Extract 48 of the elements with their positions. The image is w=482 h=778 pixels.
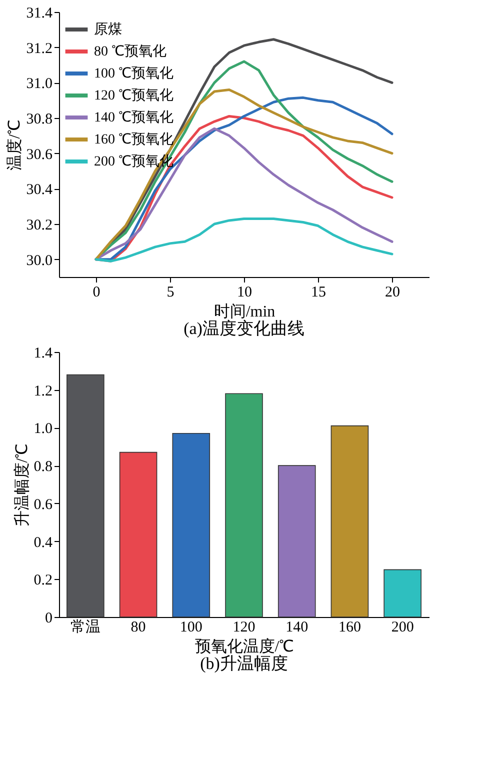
text: (b)升温幅度 — [200, 654, 288, 673]
x-tick-label: 160 — [338, 620, 361, 636]
bar — [172, 432, 210, 618]
x-tick-label: 0 — [92, 284, 100, 300]
y-tick-label: 31.0 — [26, 76, 52, 92]
legend-label: 140 ℃预氧化 — [94, 110, 174, 126]
legend-label: 80 ℃预氧化 — [94, 44, 166, 60]
text: (a)温度变化曲线 — [184, 319, 304, 338]
y-tick-label: 1.2 — [34, 383, 52, 400]
legend-label: 200 ℃预氧化 — [94, 154, 174, 170]
y-tick-label: 30.8 — [26, 112, 52, 128]
y-tick-label: 30.6 — [26, 146, 53, 163]
x-tick-label: 120 — [232, 620, 256, 636]
x-axis-title: 时间/min — [214, 302, 276, 320]
x-tick-label: 100 — [180, 620, 202, 636]
x-tick-label: 常温 — [70, 618, 100, 636]
legend-label: 160 ℃预氧化 — [94, 132, 174, 148]
x-tick-label: 200 — [391, 620, 414, 636]
bar — [119, 452, 158, 618]
y-tick-label: 31.2 — [26, 40, 52, 57]
x-tick-label: 20 — [385, 284, 400, 300]
y-tick-label: 31.4 — [26, 6, 53, 22]
x-tick-label: 140 — [286, 620, 308, 636]
x-axis-title: 预氧化温度/℃ — [194, 638, 294, 656]
bar — [384, 569, 422, 618]
x-tick-label: 15 — [311, 284, 326, 300]
bar — [278, 465, 316, 618]
bar — [330, 425, 369, 618]
legend-label: 原煤 — [94, 22, 122, 38]
y-tick-label: 30.2 — [26, 218, 52, 234]
y-axis-title: 温度/℃ — [5, 119, 24, 171]
y-tick-label: 1.4 — [34, 346, 53, 362]
x-tick-label: 80 — [130, 620, 146, 636]
y-tick-label: 1.0 — [34, 421, 52, 438]
x-tick-label: 10 — [237, 284, 252, 300]
x-tick-label: 5 — [166, 284, 174, 300]
legend-label: 100 ℃预氧化 — [94, 66, 174, 82]
y-tick-label: 30.4 — [26, 182, 53, 198]
y-axis-title: 升温幅度/℃ — [12, 443, 31, 527]
y-tick-label: 30.0 — [26, 252, 52, 269]
y-tick-label: 0.8 — [34, 459, 52, 476]
bar — [225, 393, 263, 618]
legend-label: 120 ℃预氧化 — [94, 88, 174, 104]
y-tick-label: 0.4 — [34, 534, 53, 551]
bar — [66, 374, 104, 618]
y-tick-label: 0.2 — [34, 572, 52, 589]
line-series — [94, 217, 394, 262]
y-tick-label: 0.6 — [34, 496, 53, 513]
